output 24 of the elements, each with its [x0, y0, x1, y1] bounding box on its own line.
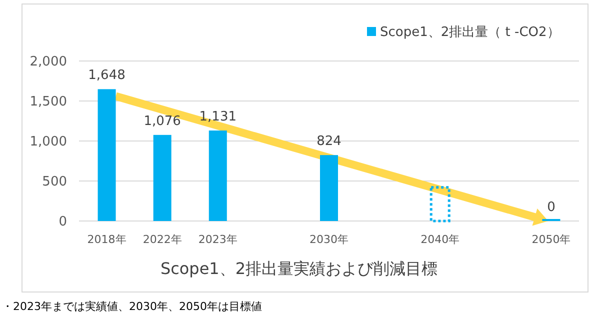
y-tick-label: 500 [42, 174, 67, 190]
text: Scope1、2排出量実績および削減目標 [160, 259, 438, 278]
bar [208, 130, 227, 221]
x-tick-label: 2023年 [198, 233, 238, 246]
bar [98, 89, 116, 221]
x-tick-label: 2040年 [420, 233, 460, 246]
bar [153, 134, 172, 221]
text: ・2023年までは実績値、2030年、2050年は目標値 [2, 300, 262, 313]
x-tick-label: 2018年 [87, 233, 126, 246]
x-tick-label: 2030年 [310, 233, 348, 246]
legend-label: Scope1、2排出量（ t -CO2） [380, 25, 560, 40]
bar [320, 155, 338, 221]
y-tick-label: 2,000 [30, 54, 67, 70]
data-label: 1,131 [199, 110, 236, 125]
bar [430, 186, 450, 222]
data-label: 1,076 [144, 114, 181, 129]
data-label: 0 [547, 200, 556, 215]
y-tick-label: 0 [58, 214, 67, 230]
y-tick-label: 1,500 [30, 94, 67, 110]
y-tick-label: 1,000 [30, 134, 67, 150]
x-tick-label: 2050年 [532, 233, 571, 246]
x-tick-label: 2022年 [142, 233, 182, 246]
data-label: 1,648 [88, 68, 126, 84]
data-label: 824 [316, 134, 342, 150]
